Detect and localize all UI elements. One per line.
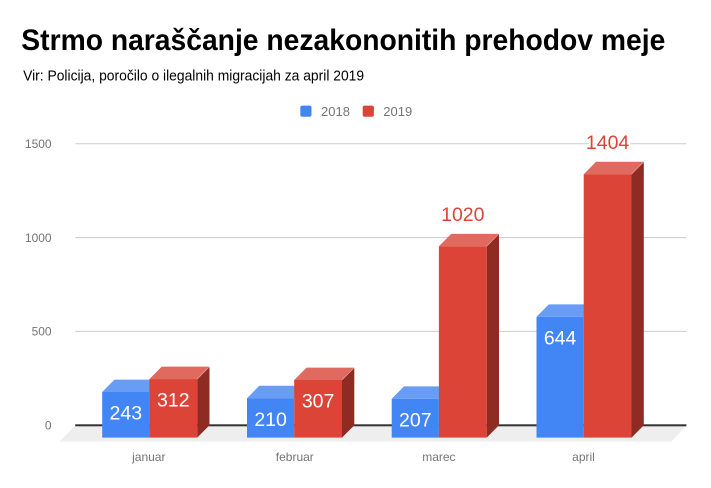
svg-text:2019: 2019 xyxy=(383,104,412,119)
svg-text:februar: februar xyxy=(276,450,314,464)
svg-text:644: 644 xyxy=(544,327,577,349)
svg-text:januar: januar xyxy=(131,450,165,464)
svg-text:2018: 2018 xyxy=(321,104,350,119)
svg-text:april: april xyxy=(572,450,595,464)
svg-text:210: 210 xyxy=(254,409,287,431)
svg-text:Vir: Policija, poročilo o ileg: Vir: Policija, poročilo o ilegalnih migr… xyxy=(23,68,364,85)
svg-text:Strmo naraščanje nezakononitih: Strmo naraščanje nezakononitih prehodov … xyxy=(21,24,665,57)
svg-text:243: 243 xyxy=(110,403,143,425)
svg-text:0: 0 xyxy=(45,419,52,433)
svg-text:307: 307 xyxy=(302,391,335,413)
svg-text:500: 500 xyxy=(32,325,52,339)
svg-text:1000: 1000 xyxy=(25,231,52,245)
svg-text:1020: 1020 xyxy=(441,204,485,226)
svg-text:312: 312 xyxy=(157,390,190,412)
svg-text:1500: 1500 xyxy=(25,137,52,151)
svg-text:1404: 1404 xyxy=(586,132,630,154)
svg-text:207: 207 xyxy=(399,409,432,431)
svg-text:marec: marec xyxy=(422,450,455,464)
